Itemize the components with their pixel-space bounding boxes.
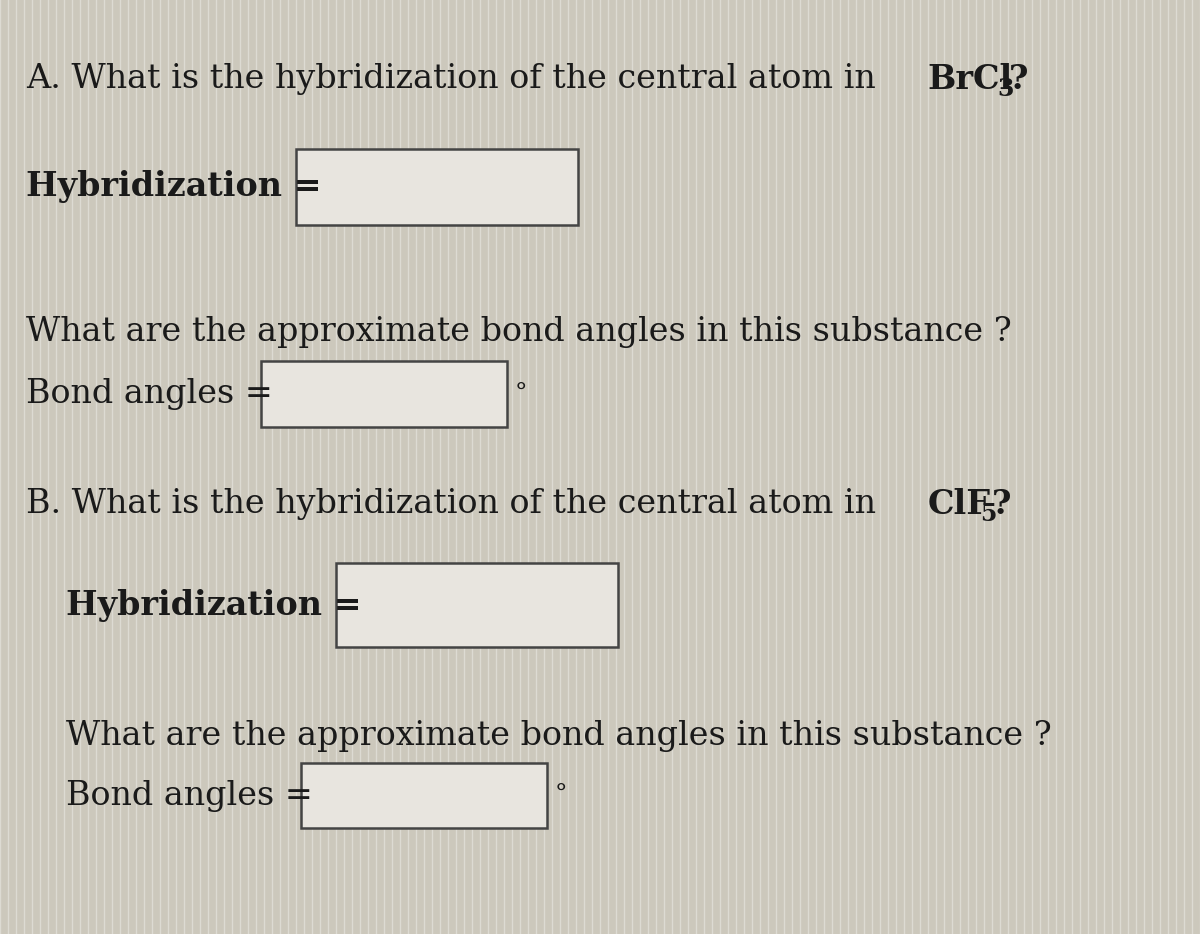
Text: °: ° xyxy=(515,383,527,405)
Text: Bond angles =: Bond angles = xyxy=(66,780,313,812)
Text: Hybridization =: Hybridization = xyxy=(26,170,322,204)
Text: What are the approximate bond angles in this substance ?: What are the approximate bond angles in … xyxy=(26,316,1012,347)
Text: Hybridization =: Hybridization = xyxy=(66,588,361,622)
FancyBboxPatch shape xyxy=(301,763,547,828)
Text: ClF: ClF xyxy=(928,488,991,521)
Text: What are the approximate bond angles in this substance ?: What are the approximate bond angles in … xyxy=(66,720,1051,752)
Text: Bond angles =: Bond angles = xyxy=(26,378,274,410)
FancyBboxPatch shape xyxy=(296,149,578,225)
Text: °: ° xyxy=(554,785,566,807)
Text: BrCl: BrCl xyxy=(928,63,1013,96)
FancyBboxPatch shape xyxy=(262,361,508,427)
Text: 5: 5 xyxy=(979,502,996,526)
Text: B. What is the hybridization of the central atom in: B. What is the hybridization of the cent… xyxy=(26,488,887,520)
Text: A. What is the hybridization of the central atom in: A. What is the hybridization of the cent… xyxy=(26,64,887,95)
Text: ?: ? xyxy=(992,488,1012,521)
Text: ?: ? xyxy=(1009,63,1028,96)
Text: 3: 3 xyxy=(997,77,1014,101)
FancyBboxPatch shape xyxy=(336,563,618,647)
